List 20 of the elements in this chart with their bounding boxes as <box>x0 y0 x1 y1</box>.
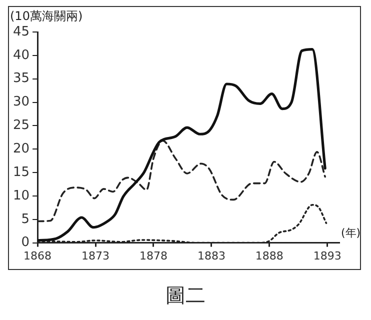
line-series <box>38 48 326 242</box>
x-tick-label: 1873 <box>82 249 110 262</box>
x-tick-label: 1878 <box>139 249 168 262</box>
y-tick-label: 10 <box>12 188 30 204</box>
y-tick-label: 5 <box>21 212 30 227</box>
x-axis-title: (年) <box>341 226 361 240</box>
y-tick-label: 25 <box>12 118 30 134</box>
y-tick-label: 45 <box>12 24 30 40</box>
x-tick-label: 1888 <box>255 249 284 262</box>
x-tick-label: 1868 <box>24 249 52 262</box>
y-tick-label: 40 <box>12 48 30 63</box>
x-tick-label: 1883 <box>197 249 226 262</box>
y-tick-label: 20 <box>12 141 30 156</box>
y-tick-label: 30 <box>12 94 30 110</box>
y-tick-label: 15 <box>12 164 30 180</box>
x-tick-label: 1893 <box>313 249 342 262</box>
y-tick-label: 0 <box>21 235 30 250</box>
y-tick-label: 35 <box>12 71 30 86</box>
text: 圖二 <box>164 282 206 309</box>
y-axis-title: (10萬海關兩) <box>10 9 83 24</box>
